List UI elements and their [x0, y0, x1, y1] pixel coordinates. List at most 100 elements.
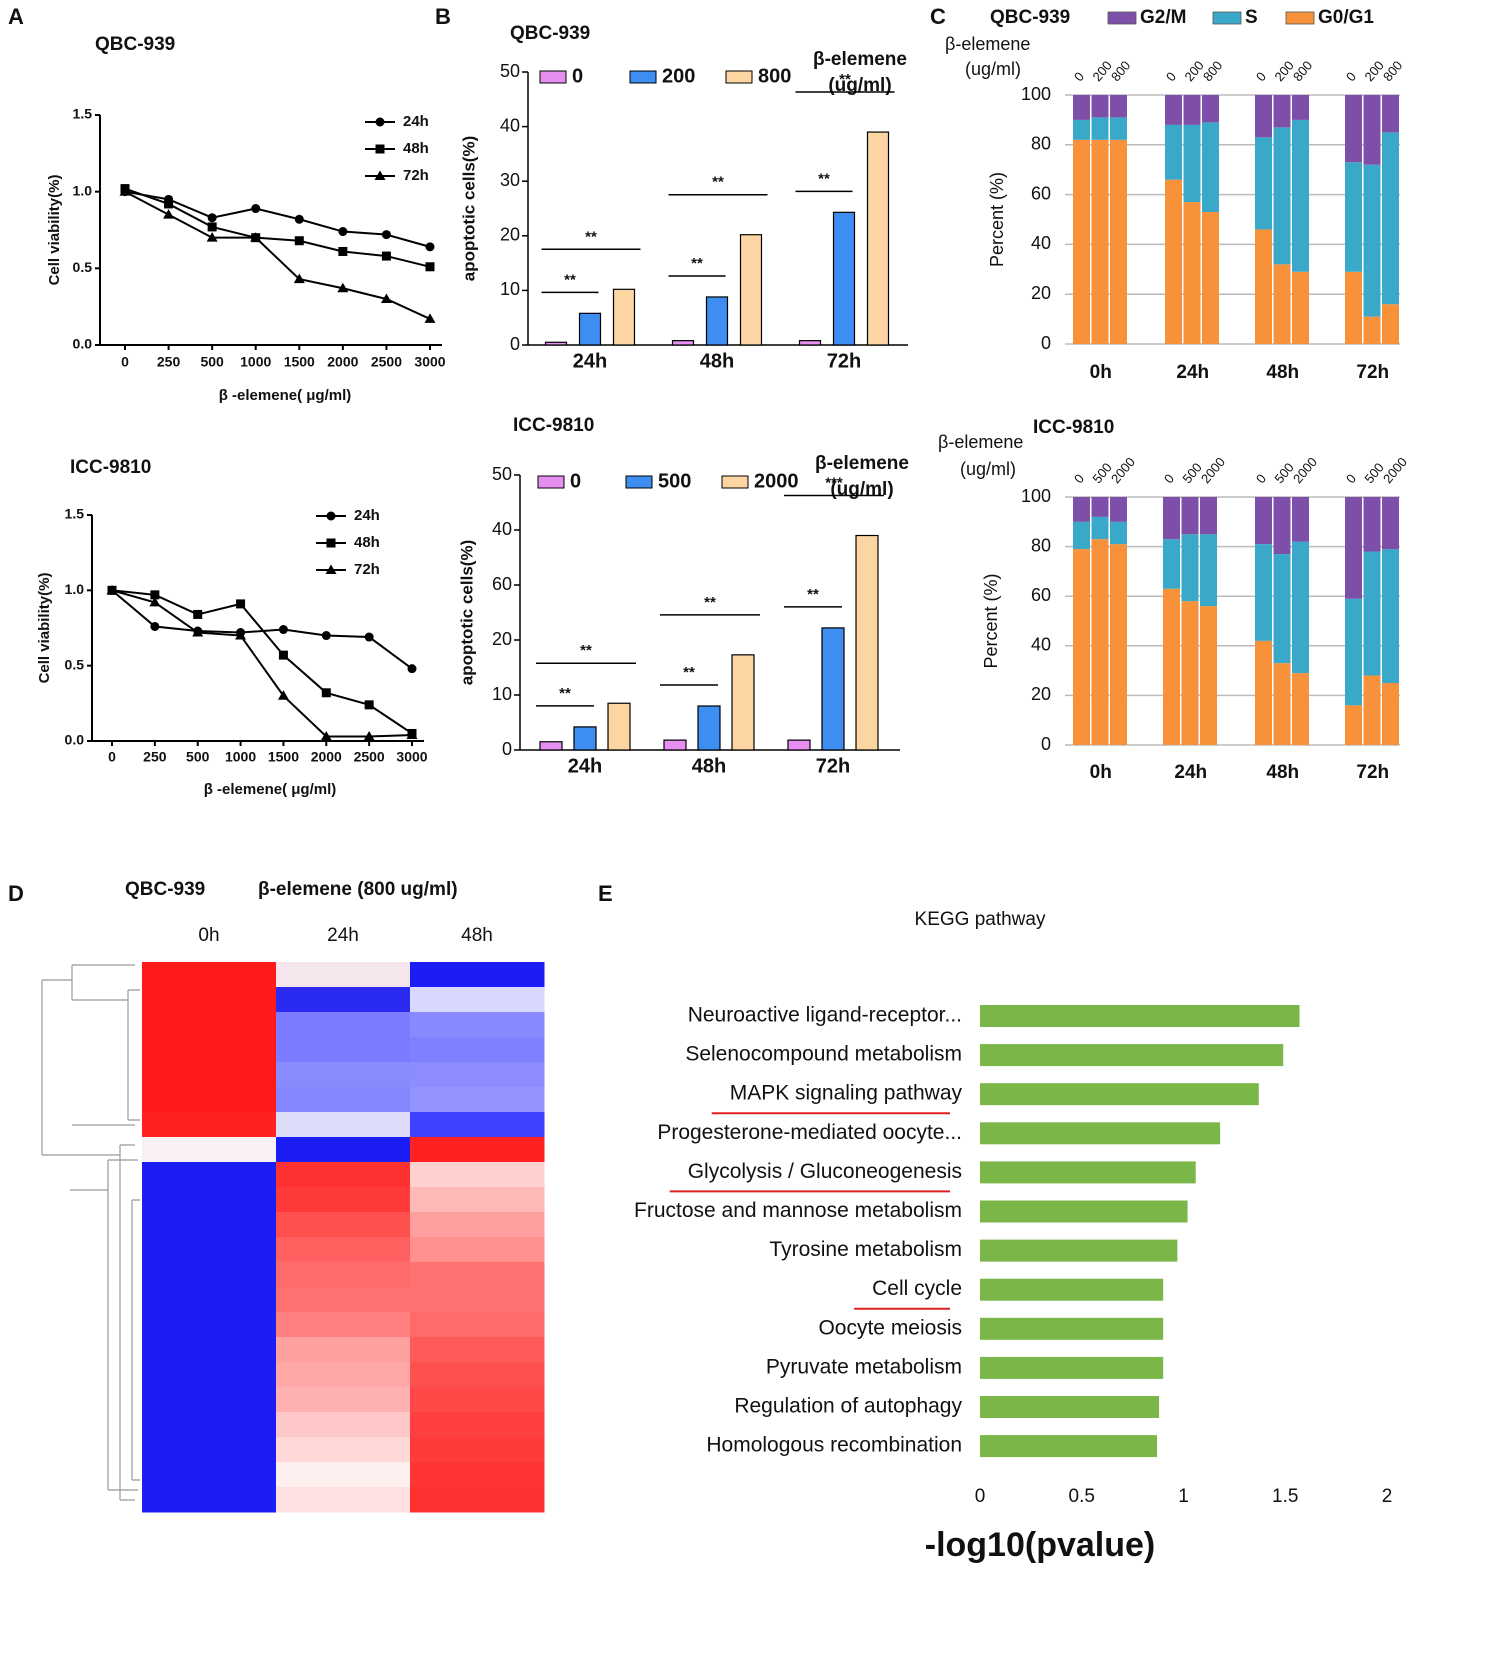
legend-label: 2000 [754, 470, 799, 492]
category-label: Regulation of autophagy [734, 1395, 962, 1418]
heatmap-cell [410, 1012, 545, 1038]
legend-label: 24h [354, 507, 380, 524]
heatmap-cell [142, 1237, 277, 1263]
x-tick-label: 500 [200, 354, 224, 370]
heatmap-cell [410, 1387, 545, 1413]
bar-segment [1091, 516, 1109, 540]
heatmap-cell [142, 987, 277, 1013]
point [193, 609, 203, 619]
heatmap-cell [410, 1187, 545, 1213]
heatmap-cell [276, 1162, 411, 1188]
chart-title: QBC-939 [990, 7, 1070, 28]
heatmap-cell [276, 1462, 411, 1488]
category-label: MAPK signaling pathway [730, 1082, 963, 1105]
y-tick-label: 1.5 [65, 506, 85, 522]
bar-segment [1165, 95, 1182, 125]
category-label: Progesterone-mediated oocyte... [657, 1121, 962, 1144]
bar-segment [1073, 549, 1090, 745]
category-label: Glycolysis / Gluconeogenesis [688, 1160, 962, 1183]
bar-segment [1200, 497, 1217, 535]
point [364, 700, 374, 710]
chart-title: ICC-9810 [70, 457, 151, 478]
x-tick-label: 2500 [371, 354, 402, 370]
point [294, 236, 304, 246]
bar-segment [1073, 95, 1090, 120]
y-tick-label: 20 [1031, 283, 1051, 303]
legend-marker [375, 117, 385, 127]
y-tick-label: 20 [500, 225, 520, 245]
series-line [124, 190, 431, 248]
group-label: 48h [1266, 762, 1299, 783]
bar [544, 341, 568, 346]
bar-segment [1073, 119, 1090, 140]
x-tick-label: 48h [700, 350, 734, 372]
y-tick-label: 40 [492, 519, 512, 539]
y-tick-label: 100 [1021, 486, 1051, 506]
x-tick-label: 2000 [327, 354, 358, 370]
x-axis-label: -log10(pvalue) [925, 1526, 1155, 1564]
legend-swatch [721, 475, 749, 489]
bar-segment [1202, 212, 1219, 344]
bar-segment [1183, 124, 1201, 203]
significance-label: ** [704, 594, 716, 611]
group-label: 48h [1266, 362, 1299, 383]
heatmap-cell [410, 1362, 545, 1388]
x-tick-label: 1000 [240, 354, 271, 370]
y-tick-label: 60 [1031, 585, 1051, 605]
bar-segment [1181, 601, 1199, 745]
heatmap-cell [142, 1387, 277, 1413]
bar [980, 1161, 1196, 1184]
dendrogram [41, 964, 140, 1501]
bar-segment [1110, 95, 1127, 118]
y-axis-label: Cell viability(%) [36, 573, 53, 684]
heatmap-cell [276, 1287, 411, 1313]
legend-label: G0/G1 [1318, 7, 1374, 28]
legend-swatch [725, 70, 753, 84]
bar-segment [1110, 521, 1127, 545]
bar [980, 1435, 1158, 1458]
chart-subtitle: β-elemene (800 ug/ml) [258, 879, 458, 900]
bar-segment [1345, 162, 1362, 272]
point [294, 214, 304, 224]
x-tick-label: 0.5 [1069, 1486, 1095, 1507]
bar-segment [1110, 497, 1127, 522]
legend-label: 72h [403, 167, 429, 184]
point [106, 584, 118, 595]
legend-swatch [625, 475, 653, 489]
y-tick-label: 0 [502, 739, 512, 759]
heatmap-cell [142, 1212, 277, 1238]
heatmap-cell [276, 1112, 411, 1138]
heatmap-cell [410, 1437, 545, 1463]
column-label: 48h [461, 925, 493, 946]
point [207, 222, 217, 232]
point [364, 632, 374, 642]
point [150, 621, 160, 631]
bar-segment [1363, 95, 1381, 165]
y-tick-label: 0 [1041, 734, 1051, 754]
heatmap-cell [276, 1412, 411, 1438]
heatmap-cell [410, 1112, 545, 1138]
bar-segment [1110, 139, 1127, 344]
y-tick-label: 40 [1031, 233, 1051, 253]
y-tick-label: 80 [1031, 134, 1051, 154]
significance-label: ** [559, 685, 571, 702]
bar-segment [1273, 264, 1291, 344]
series-line [111, 589, 413, 738]
bar-segment [1292, 497, 1309, 542]
category-label: Pyruvate metabolism [766, 1355, 962, 1378]
x-tick-label: 250 [143, 749, 167, 765]
heatmap-cell [142, 962, 277, 988]
bar-segment [1382, 549, 1399, 683]
significance-label: ** [818, 170, 830, 187]
bar [980, 1396, 1160, 1418]
heatmap-cell [410, 1087, 545, 1113]
heatmap-cell [276, 1087, 411, 1113]
y-tick-label: 20 [1031, 684, 1051, 704]
heatmap-cell [276, 1037, 411, 1063]
heatmap-cell [142, 1337, 277, 1363]
point [320, 730, 332, 741]
significance-label: ** [712, 174, 724, 191]
bar-segment [1382, 304, 1399, 344]
bar [739, 234, 763, 346]
point [192, 627, 204, 637]
